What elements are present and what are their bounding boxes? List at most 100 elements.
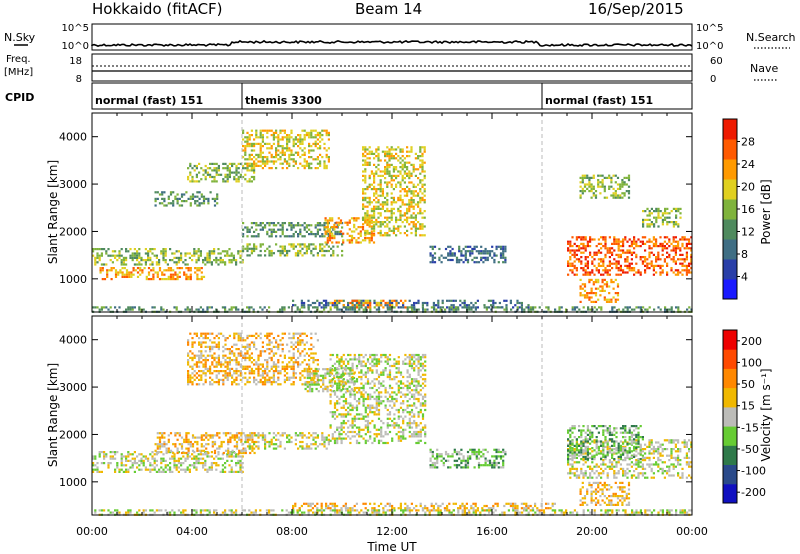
echo-cell: [217, 378, 220, 381]
echo-cell: [187, 278, 190, 281]
echo-cell: [462, 261, 465, 264]
echo-cell: [100, 308, 103, 311]
echo-cell: [311, 301, 314, 305]
echo-cell: [257, 142, 260, 145]
echo-cell: [482, 250, 485, 253]
echo-cell: [152, 275, 155, 278]
echo-cell: [366, 301, 370, 305]
echo-cell: [601, 183, 604, 186]
echo-cell: [336, 384, 339, 387]
echo-cell: [246, 343, 249, 346]
echo-cell: [266, 381, 269, 384]
echo-cell: [188, 464, 191, 467]
echo-cell: [202, 341, 205, 344]
echo-cell: [233, 337, 236, 340]
echo-cell: [446, 306, 449, 309]
echo-cell: [488, 250, 492, 253]
echo-cell: [200, 332, 203, 335]
echo-cell: [155, 459, 158, 462]
echo-cell: [591, 238, 594, 241]
echo-cell: [377, 212, 380, 215]
echo-cell: [228, 169, 231, 172]
echo-cell: [605, 300, 609, 303]
echo-cell: [195, 383, 198, 386]
echo-cell: [224, 306, 227, 309]
echo-cell: [366, 163, 369, 166]
echo-cell: [306, 385, 309, 388]
echo-cell: [259, 337, 262, 340]
echo-cell: [630, 267, 633, 270]
echo-cell: [227, 451, 230, 455]
echo-cell: [200, 350, 203, 353]
echo-cell: [114, 273, 118, 276]
echo-cell: [312, 443, 315, 446]
echo-cell: [527, 306, 530, 309]
echo-cell: [666, 221, 669, 224]
echo-cell: [103, 306, 106, 309]
echo-cell: [255, 245, 258, 248]
echo-cell: [419, 166, 422, 169]
echo-region: [154, 432, 256, 455]
echo-cell: [301, 149, 304, 152]
echo-cell: [329, 411, 332, 414]
echo-cell: [283, 367, 286, 370]
echo-cell: [191, 341, 194, 344]
echo-cell: [617, 253, 620, 256]
echo-cell: [360, 301, 363, 305]
echo-cell: [176, 197, 179, 200]
echo-cell: [364, 299, 367, 302]
echo-cell: [125, 263, 128, 266]
echo-cell: [401, 221, 404, 224]
echo-cell: [316, 436, 319, 439]
echo-cell: [362, 308, 365, 311]
echo-cell: [316, 167, 319, 170]
echo-cell: [308, 436, 311, 439]
echo-cell: [233, 451, 236, 455]
echo-cell: [333, 301, 336, 305]
echo-cell: [286, 136, 289, 139]
echo-cell: [257, 367, 260, 370]
echo-cell: [308, 134, 311, 137]
echo-cell: [604, 256, 607, 259]
echo-cell: [657, 207, 660, 210]
echo-cell: [189, 332, 192, 335]
echo-cell: [142, 308, 145, 311]
echo-cell: [319, 243, 322, 246]
echo-cell: [120, 259, 123, 262]
echo-cell: [226, 348, 229, 351]
echo-cell: [266, 147, 269, 150]
echo-cell: [266, 156, 269, 159]
echo-cell: [281, 151, 284, 154]
echo-cell: [268, 167, 271, 170]
echo-cell: [403, 188, 406, 191]
echo-cell: [277, 222, 280, 225]
echo-cell: [388, 172, 391, 175]
echo-cell: [390, 148, 393, 151]
echo-cell: [470, 308, 473, 311]
echo-cell: [344, 372, 347, 375]
echo-cell: [414, 214, 417, 217]
echo-cell: [292, 337, 295, 340]
echo-cell: [668, 238, 671, 241]
echo-cell: [272, 224, 275, 227]
echo-cell: [679, 249, 682, 252]
echo-cell: [99, 269, 102, 272]
echo-cell: [217, 332, 220, 335]
echo-cell: [303, 245, 306, 248]
echo-cell: [652, 264, 655, 267]
echo-cell: [152, 269, 155, 272]
echo-cell: [266, 361, 269, 364]
echo-cell: [674, 245, 677, 248]
echo-cell: [111, 451, 114, 454]
echo-cell: [114, 269, 118, 272]
echo-cell: [210, 455, 213, 458]
echo-cell: [138, 252, 141, 255]
echo-cell: [384, 181, 387, 184]
echo-cell: [202, 445, 206, 448]
echo-cell: [310, 136, 313, 139]
echo-cell: [205, 197, 208, 200]
echo-cell: [395, 185, 398, 188]
echo-cell: [281, 145, 284, 148]
echo-cell: [579, 287, 582, 290]
echo-cell: [322, 381, 325, 384]
